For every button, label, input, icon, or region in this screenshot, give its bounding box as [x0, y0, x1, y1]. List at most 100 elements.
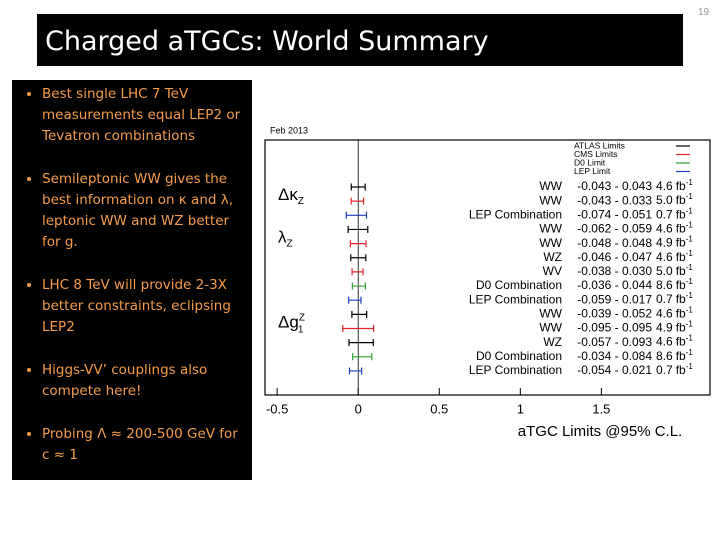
- text-part: 0.7: [656, 292, 673, 306]
- x-axis-title: aTGC Limits @95% C.L.: [518, 423, 682, 440]
- text-part: 1: [298, 324, 304, 335]
- text-part: Δg: [278, 313, 299, 332]
- range-label: -0.034 - 0.084: [577, 349, 652, 363]
- text-part: -1: [686, 178, 694, 187]
- error-bar: [350, 254, 367, 262]
- text-part: fb: [676, 207, 686, 221]
- lumi-label: 4.6 fb-1: [656, 249, 693, 264]
- range-label: -0.074 - 0.051: [577, 207, 652, 221]
- row-name: D0 Combination: [476, 278, 562, 292]
- error-bar: [350, 183, 366, 191]
- text-part: 4.9: [656, 321, 673, 335]
- text-part: fb: [676, 278, 686, 292]
- text-part: λ: [278, 228, 287, 247]
- text-part: 8.6: [656, 278, 673, 292]
- text-part: 5.0: [656, 193, 673, 207]
- row-name: LEP Combination: [469, 363, 562, 377]
- text-part: -1: [686, 263, 694, 272]
- bullet-list: Best single LHC 7 TeV measurements equal…: [12, 80, 252, 466]
- parameter-label: ΔκZ: [278, 185, 304, 206]
- lumi-label: 8.6 fb-1: [656, 277, 693, 292]
- text-part: fb: [676, 264, 686, 278]
- legend-label: CMS Limits: [574, 149, 617, 159]
- row-name: LEP Combination: [469, 292, 562, 306]
- text-part: 4.6: [656, 222, 673, 236]
- text-part: fb: [676, 236, 686, 250]
- range-label: -0.038 - 0.030: [577, 264, 652, 278]
- page-number: 19: [698, 7, 710, 18]
- bullet: Best single LHC 7 TeV measurements equal…: [42, 84, 246, 147]
- slide-title: Charged aTGCs: World Summary: [37, 14, 683, 66]
- lumi-label: 0.7 fb-1: [656, 291, 693, 306]
- text-part: fb: [676, 363, 686, 377]
- plot-frame: [264, 139, 711, 396]
- row-name: D0 Combination: [476, 349, 562, 363]
- range-label: -0.036 - 0.044: [577, 278, 652, 292]
- range-label: -0.046 - 0.047: [577, 250, 652, 264]
- text-part: 0.7: [656, 207, 673, 221]
- text-part: -1: [686, 291, 694, 300]
- row-name: WZ: [543, 335, 562, 349]
- lumi-label: 5.0 fb-1: [656, 192, 693, 207]
- row-name: WW: [539, 321, 562, 335]
- row-name: LEP Combination: [469, 207, 562, 221]
- lumi-label: 8.6 fb-1: [656, 348, 693, 363]
- text-part: -1: [686, 334, 694, 343]
- text-part: -1: [686, 221, 694, 230]
- error-bar: [351, 282, 366, 290]
- text-part: 0.7: [656, 363, 673, 377]
- bullet: LHC 8 TeV will provide 2-3X better const…: [42, 275, 246, 338]
- text-part: fb: [676, 179, 686, 193]
- text-part: -1: [686, 305, 694, 314]
- text-part: fb: [676, 349, 686, 363]
- row-name: WW: [539, 307, 562, 321]
- text-part: fb: [676, 222, 686, 236]
- error-bar: [351, 268, 364, 276]
- text-part: fb: [676, 307, 686, 321]
- x-tick-label: -0.5: [266, 401, 288, 416]
- text-part: 4.9: [656, 236, 673, 250]
- text-part: 5.0: [656, 264, 673, 278]
- range-label: -0.043 - 0.033: [577, 193, 652, 207]
- error-bar: [348, 339, 374, 347]
- text-part: -1: [686, 277, 694, 286]
- lumi-label: 4.9 fb-1: [656, 235, 693, 250]
- text-part: 4.6: [656, 307, 673, 321]
- row-name: WW: [539, 193, 562, 207]
- lumi-label: 4.6 fb-1: [656, 305, 693, 320]
- error-bar: [345, 211, 368, 219]
- row-name: WZ: [543, 250, 562, 264]
- parameter-label: ΔgZ 1: [278, 312, 305, 335]
- error-bar: [347, 225, 369, 233]
- x-tick-label: 0.5: [430, 401, 448, 416]
- text-part: Z: [287, 238, 293, 249]
- text-part: fb: [676, 193, 686, 207]
- bullet: Higgs-VV’ couplings also compete here!: [42, 360, 246, 402]
- error-bar: [349, 240, 367, 248]
- error-bar: [351, 310, 368, 318]
- row-name: WV: [543, 264, 562, 278]
- row-name: WW: [539, 179, 562, 193]
- error-bar: [342, 325, 375, 332]
- range-label: -0.062 - 0.059: [577, 222, 652, 236]
- legend-label: D0 Limit: [574, 157, 606, 167]
- row-name: WW: [539, 222, 562, 236]
- text-part: fb: [676, 250, 686, 264]
- range-label: -0.054 - 0.021: [577, 363, 652, 377]
- legend-label: LEP Limit: [574, 166, 611, 176]
- x-tick-label: 1: [517, 401, 524, 416]
- text-part: -1: [686, 320, 694, 329]
- range-label: -0.043 - 0.043: [577, 179, 652, 193]
- x-tick-label: 1.5: [592, 401, 610, 416]
- chart-date: Feb 2013: [270, 125, 308, 135]
- lumi-label: 4.6 fb-1: [656, 221, 693, 236]
- text-part: Z: [298, 196, 304, 207]
- text-part: fb: [676, 292, 686, 306]
- error-bar: [348, 296, 362, 304]
- legend-label: ATLAS Limits: [574, 140, 625, 150]
- error-bar: [348, 367, 363, 375]
- lumi-label: 0.7 fb-1: [656, 206, 693, 221]
- range-label: -0.039 - 0.052: [577, 307, 652, 321]
